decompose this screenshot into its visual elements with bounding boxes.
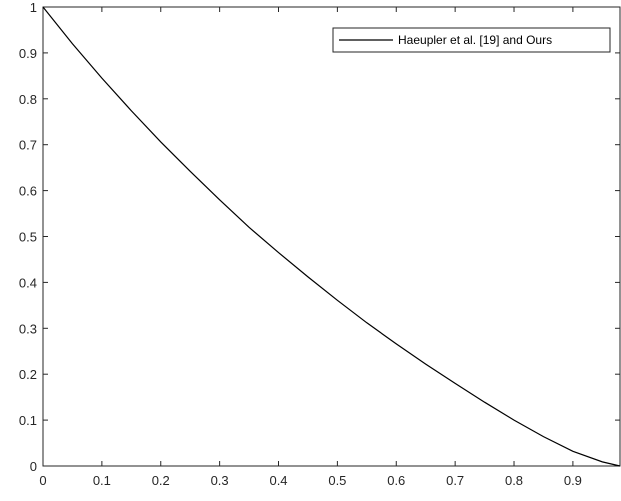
x-tick-label: 0.1 [93, 473, 111, 488]
x-tick-label: 0.9 [564, 473, 582, 488]
x-tick-label: 0.3 [211, 473, 229, 488]
y-tick-label: 0.3 [19, 321, 37, 336]
legend-label: Haeupler et al. [19] and Ours [398, 33, 552, 47]
axes: 0 0.1 0.2 0.3 0.4 0.5 0.6 0.7 0.8 0.9 0 0.1 0.2 0.3 0.… [19, 0, 621, 488]
x-tick-label: 0.5 [328, 473, 346, 488]
x-tick-label: 0.8 [505, 473, 523, 488]
x-tick-label: 0 [39, 473, 46, 488]
x-tick-label: 0.7 [446, 473, 464, 488]
series-group [42, 6, 621, 467]
y-tick-label: 1 [30, 0, 37, 15]
series-line [42, 6, 621, 467]
y-tick-label: 0.2 [19, 367, 37, 382]
y-tick-label: 0 [30, 459, 37, 474]
y-tick-label: 0.1 [19, 413, 37, 428]
y-tick-label: 0.8 [19, 92, 37, 107]
x-tick-label: 0.2 [152, 473, 170, 488]
x-tick-label: 0.6 [387, 473, 405, 488]
legend-box [332, 27, 611, 53]
y-tick-label: 0.5 [19, 230, 37, 245]
y-tick-label: 0.9 [19, 46, 37, 61]
y-tick-label: 0.6 [19, 184, 37, 199]
y-tick-label: 0.4 [19, 275, 37, 290]
y-tick-label: 0.7 [19, 138, 37, 153]
x-tick-label: 0.4 [269, 473, 287, 488]
legend: Haeupler et al. [19] and Ours [332, 27, 611, 53]
